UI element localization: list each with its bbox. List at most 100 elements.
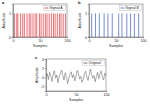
legend-swatch bbox=[84, 63, 88, 64]
tick-label: 0 bbox=[9, 36, 11, 40]
marks bbox=[92, 13, 139, 37]
legend: Signal A bbox=[44, 6, 66, 11]
spike bbox=[24, 13, 25, 37]
spike bbox=[16, 13, 17, 37]
tick-label: 0 bbox=[42, 76, 44, 80]
tick: 0 bbox=[13, 37, 15, 43]
spike bbox=[53, 13, 54, 37]
panel: 050100-2024SamplesAmplitudecOriginal bbox=[35, 55, 110, 102]
spike bbox=[57, 13, 58, 37]
legend-swatch bbox=[45, 8, 49, 9]
tick: 1 bbox=[9, 12, 13, 16]
spike bbox=[51, 13, 52, 37]
tick: 0 bbox=[46, 91, 48, 97]
tick: 100 bbox=[104, 91, 110, 97]
legend-label: Signal A bbox=[50, 6, 64, 10]
spike bbox=[49, 13, 50, 37]
tick-label: 1 bbox=[85, 12, 87, 16]
spike bbox=[55, 13, 56, 37]
spike bbox=[91, 13, 92, 37]
tick-mark bbox=[88, 37, 89, 38]
y-axis-title: Amplitude bbox=[78, 13, 82, 29]
spike bbox=[65, 13, 66, 37]
tick: 4 bbox=[42, 58, 46, 62]
spike bbox=[39, 13, 40, 37]
spike bbox=[35, 13, 36, 37]
tick-label: 2 bbox=[42, 67, 44, 71]
spike bbox=[36, 13, 37, 37]
y-axis: 01 bbox=[9, 5, 14, 40]
spike bbox=[107, 13, 108, 37]
tick-label: 100 bbox=[104, 93, 110, 97]
x-axis-title: Samples bbox=[69, 98, 83, 102]
tick: 100 bbox=[141, 37, 147, 43]
spike bbox=[32, 13, 33, 37]
tick: 1 bbox=[85, 12, 89, 16]
axis-line bbox=[45, 60, 47, 92]
legend-swatch bbox=[121, 8, 125, 9]
legend-label: Signal B bbox=[126, 6, 140, 10]
tick-mark bbox=[12, 37, 13, 38]
spike bbox=[17, 13, 18, 37]
panel-title: b bbox=[78, 0, 81, 5]
spike bbox=[112, 13, 113, 37]
tick-label: 50 bbox=[39, 39, 43, 43]
tick: 0 bbox=[42, 76, 46, 80]
tick: 50 bbox=[115, 37, 119, 43]
x-axis: 0 50 100 bbox=[13, 37, 71, 43]
spike bbox=[61, 13, 62, 37]
x-axis: 0 50 100 bbox=[46, 91, 110, 97]
x-axis-title: Samples bbox=[33, 44, 47, 48]
plot-frame bbox=[89, 4, 143, 37]
tick-label: 4 bbox=[42, 58, 44, 62]
y-axis: 01 bbox=[85, 5, 90, 40]
tick-label: 50 bbox=[115, 39, 119, 43]
spike bbox=[95, 13, 96, 37]
spike bbox=[63, 13, 64, 37]
plot-frame bbox=[46, 59, 106, 91]
tick-mark bbox=[45, 59, 46, 60]
marks bbox=[46, 69, 106, 84]
panel: 0 50 100 01 Samples Amplitude b Signal B bbox=[78, 0, 147, 48]
tick-label: 0 bbox=[89, 39, 91, 43]
data-line bbox=[46, 69, 106, 84]
tick: 0 bbox=[89, 37, 91, 43]
spike bbox=[138, 13, 139, 37]
axis-line bbox=[12, 5, 14, 38]
tick: 0 bbox=[85, 36, 89, 40]
spike bbox=[45, 13, 46, 37]
tick-mark bbox=[88, 13, 89, 14]
tick: 0 bbox=[9, 36, 13, 40]
spike bbox=[99, 13, 100, 37]
spike bbox=[126, 13, 127, 37]
spike bbox=[30, 13, 31, 37]
tick-label: 100 bbox=[141, 39, 147, 43]
tick-label: 100 bbox=[65, 39, 71, 43]
spike bbox=[20, 13, 21, 37]
x-axis: 0 50 100 bbox=[89, 37, 147, 43]
panel-title: a bbox=[2, 0, 5, 5]
spike bbox=[118, 13, 119, 37]
tick-mark bbox=[45, 77, 46, 78]
panel: 05010001SamplesAmplitudeaSignal A bbox=[2, 0, 71, 48]
tick-mark bbox=[45, 68, 46, 69]
marks bbox=[15, 13, 66, 37]
x-axis-title: Samples bbox=[109, 44, 123, 48]
spike bbox=[121, 13, 122, 37]
y-axis-title: Amplitude bbox=[35, 67, 39, 83]
spike bbox=[27, 13, 28, 37]
spike bbox=[47, 13, 48, 37]
legend: Original bbox=[83, 61, 105, 66]
tick-label: 50 bbox=[75, 93, 79, 97]
plot-frame bbox=[13, 4, 67, 37]
spike bbox=[43, 13, 44, 37]
tick-label: -2 bbox=[41, 85, 44, 89]
figure: 05010001SamplesAmplitudeaSignal A0501000… bbox=[0, 0, 150, 107]
tick: 50 bbox=[39, 37, 43, 43]
spike bbox=[104, 13, 105, 37]
legend-box bbox=[120, 6, 142, 11]
legend-box bbox=[44, 6, 66, 11]
spike bbox=[29, 13, 30, 37]
tick: 2 bbox=[42, 67, 46, 71]
tick-mark bbox=[12, 13, 13, 14]
